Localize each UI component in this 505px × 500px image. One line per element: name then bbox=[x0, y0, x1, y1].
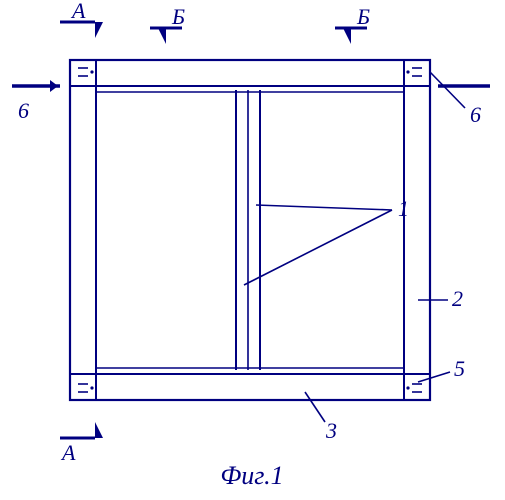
section-a-bottom: А bbox=[60, 422, 103, 465]
corner-bottom-left bbox=[78, 384, 94, 392]
label-a-bottom: А bbox=[60, 440, 76, 465]
section-a-top: А bbox=[60, 0, 103, 38]
label-6-left: 6 bbox=[18, 98, 29, 123]
section-b2-top: Б bbox=[335, 4, 370, 44]
label-1: 1 bbox=[398, 196, 409, 221]
corner-top-left bbox=[78, 68, 94, 76]
label-b2: Б bbox=[356, 4, 370, 29]
label-3: 3 bbox=[325, 418, 337, 443]
label-5: 5 bbox=[454, 356, 465, 381]
figure-1: А А Б Б 6 6 1 2 5 bbox=[0, 0, 505, 500]
label-2: 2 bbox=[452, 286, 463, 311]
corner-top-right bbox=[406, 68, 422, 76]
corner-bottom-right bbox=[406, 384, 422, 392]
label-6-right: 6 bbox=[470, 102, 481, 127]
label-b1: Б bbox=[171, 4, 185, 29]
leader-2: 2 bbox=[418, 286, 463, 311]
leader-5: 5 bbox=[418, 356, 465, 382]
outer-frame bbox=[70, 60, 430, 400]
label-a-top: А bbox=[70, 0, 86, 23]
marker-6-left: 6 bbox=[12, 80, 60, 123]
figure-caption: Фиг.1 bbox=[220, 461, 283, 490]
leader-1: 1 bbox=[244, 196, 409, 285]
section-b1-top: Б bbox=[150, 4, 185, 44]
marker-6-right: 6 bbox=[430, 72, 490, 127]
